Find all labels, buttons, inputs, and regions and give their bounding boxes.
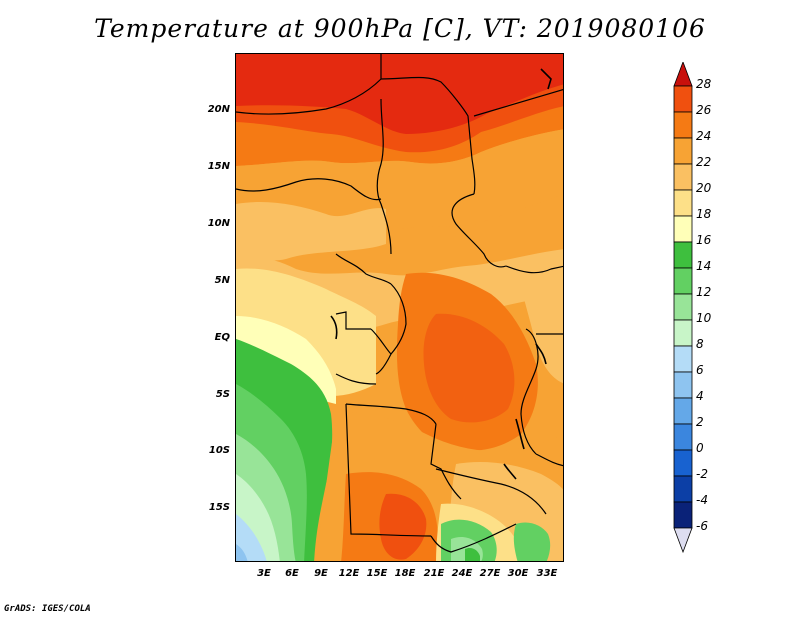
lon-label: 3E bbox=[257, 568, 271, 579]
colorbar-label: 0 bbox=[696, 441, 704, 455]
colorbar-box bbox=[673, 293, 693, 321]
colorbar-box bbox=[673, 449, 693, 477]
lat-label: 10N bbox=[207, 218, 230, 229]
colorbar-box bbox=[673, 475, 693, 503]
colorbar-label: 18 bbox=[696, 207, 712, 221]
lat-label: 15S bbox=[208, 502, 230, 513]
field-20-west bbox=[236, 202, 386, 264]
lon-label: 33E bbox=[536, 568, 558, 579]
field-14-south bbox=[465, 547, 480, 561]
field-4-atlantic bbox=[236, 544, 248, 561]
colorbar-label: 10 bbox=[696, 311, 712, 325]
colorbar-label: 6 bbox=[696, 363, 704, 377]
colorbar-label: 22 bbox=[696, 155, 712, 169]
colorbar-label: 4 bbox=[696, 389, 704, 403]
lakes-coastline bbox=[330, 68, 552, 480]
colorbar-box bbox=[673, 137, 693, 165]
colorbar-label: 26 bbox=[696, 103, 712, 117]
colorbar-label: 12 bbox=[696, 285, 712, 299]
colorbar-label: -4 bbox=[696, 493, 708, 507]
lon-label: 9E bbox=[314, 568, 328, 579]
colorbar-svg bbox=[673, 60, 693, 554]
colorbar-label: 28 bbox=[696, 77, 712, 91]
colorbar-box bbox=[673, 501, 693, 529]
colorbar-box bbox=[673, 85, 693, 113]
field-6-atlantic bbox=[236, 514, 267, 561]
field-26-angola bbox=[379, 493, 427, 560]
colorbar-box bbox=[673, 163, 693, 191]
lat-label: 10S bbox=[208, 445, 230, 456]
lat-label: 15N bbox=[207, 161, 230, 172]
colorbar-box bbox=[673, 215, 693, 243]
colorbar-box bbox=[673, 241, 693, 269]
colorbar-box bbox=[673, 267, 693, 295]
colorbar-box bbox=[673, 397, 693, 425]
lon-label: 21E bbox=[423, 568, 445, 579]
colorbar-bottom-arrow bbox=[673, 527, 693, 554]
colorbar-box bbox=[673, 111, 693, 139]
colorbar-label: 20 bbox=[696, 181, 712, 195]
lon-label: 18E bbox=[394, 568, 416, 579]
political-borders bbox=[236, 54, 563, 553]
colorbar-label: 24 bbox=[696, 129, 712, 143]
lon-label: 12E bbox=[338, 568, 360, 579]
colorbar-box bbox=[673, 423, 693, 451]
colorbar-label: -2 bbox=[696, 467, 708, 481]
colorbar bbox=[672, 60, 694, 562]
lon-label: 15E bbox=[366, 568, 388, 579]
colorbar-label: 14 bbox=[696, 259, 712, 273]
map-canvas bbox=[236, 54, 563, 561]
colorbar-box bbox=[673, 371, 693, 399]
lat-label: 20N bbox=[207, 104, 230, 115]
colorbar-top-arrow bbox=[673, 60, 693, 87]
lon-label: 24E bbox=[451, 568, 473, 579]
field-20-east bbox=[516, 259, 563, 384]
colorbar-label: -6 bbox=[696, 519, 708, 533]
temperature-map bbox=[235, 53, 564, 562]
colorbar-box bbox=[673, 319, 693, 347]
colorbar-box bbox=[673, 189, 693, 217]
lon-label: 30E bbox=[507, 568, 529, 579]
colorbar-label: 8 bbox=[696, 337, 704, 351]
lat-label: 5N bbox=[214, 275, 230, 286]
colorbar-label: 16 bbox=[696, 233, 712, 247]
lat-label: 5S bbox=[215, 389, 230, 400]
map-title: Temperature at 900hPa [C], VT: 201908010… bbox=[94, 14, 706, 43]
field-26-congo bbox=[423, 313, 515, 423]
colorbar-box bbox=[673, 345, 693, 373]
lat-label: EQ bbox=[214, 332, 230, 343]
credit-text: GrADS: IGES/COLA bbox=[4, 604, 91, 614]
field-12-malawi bbox=[513, 522, 551, 561]
lon-label: 27E bbox=[479, 568, 501, 579]
lon-label: 6E bbox=[285, 568, 299, 579]
colorbar-label: 2 bbox=[696, 415, 704, 429]
